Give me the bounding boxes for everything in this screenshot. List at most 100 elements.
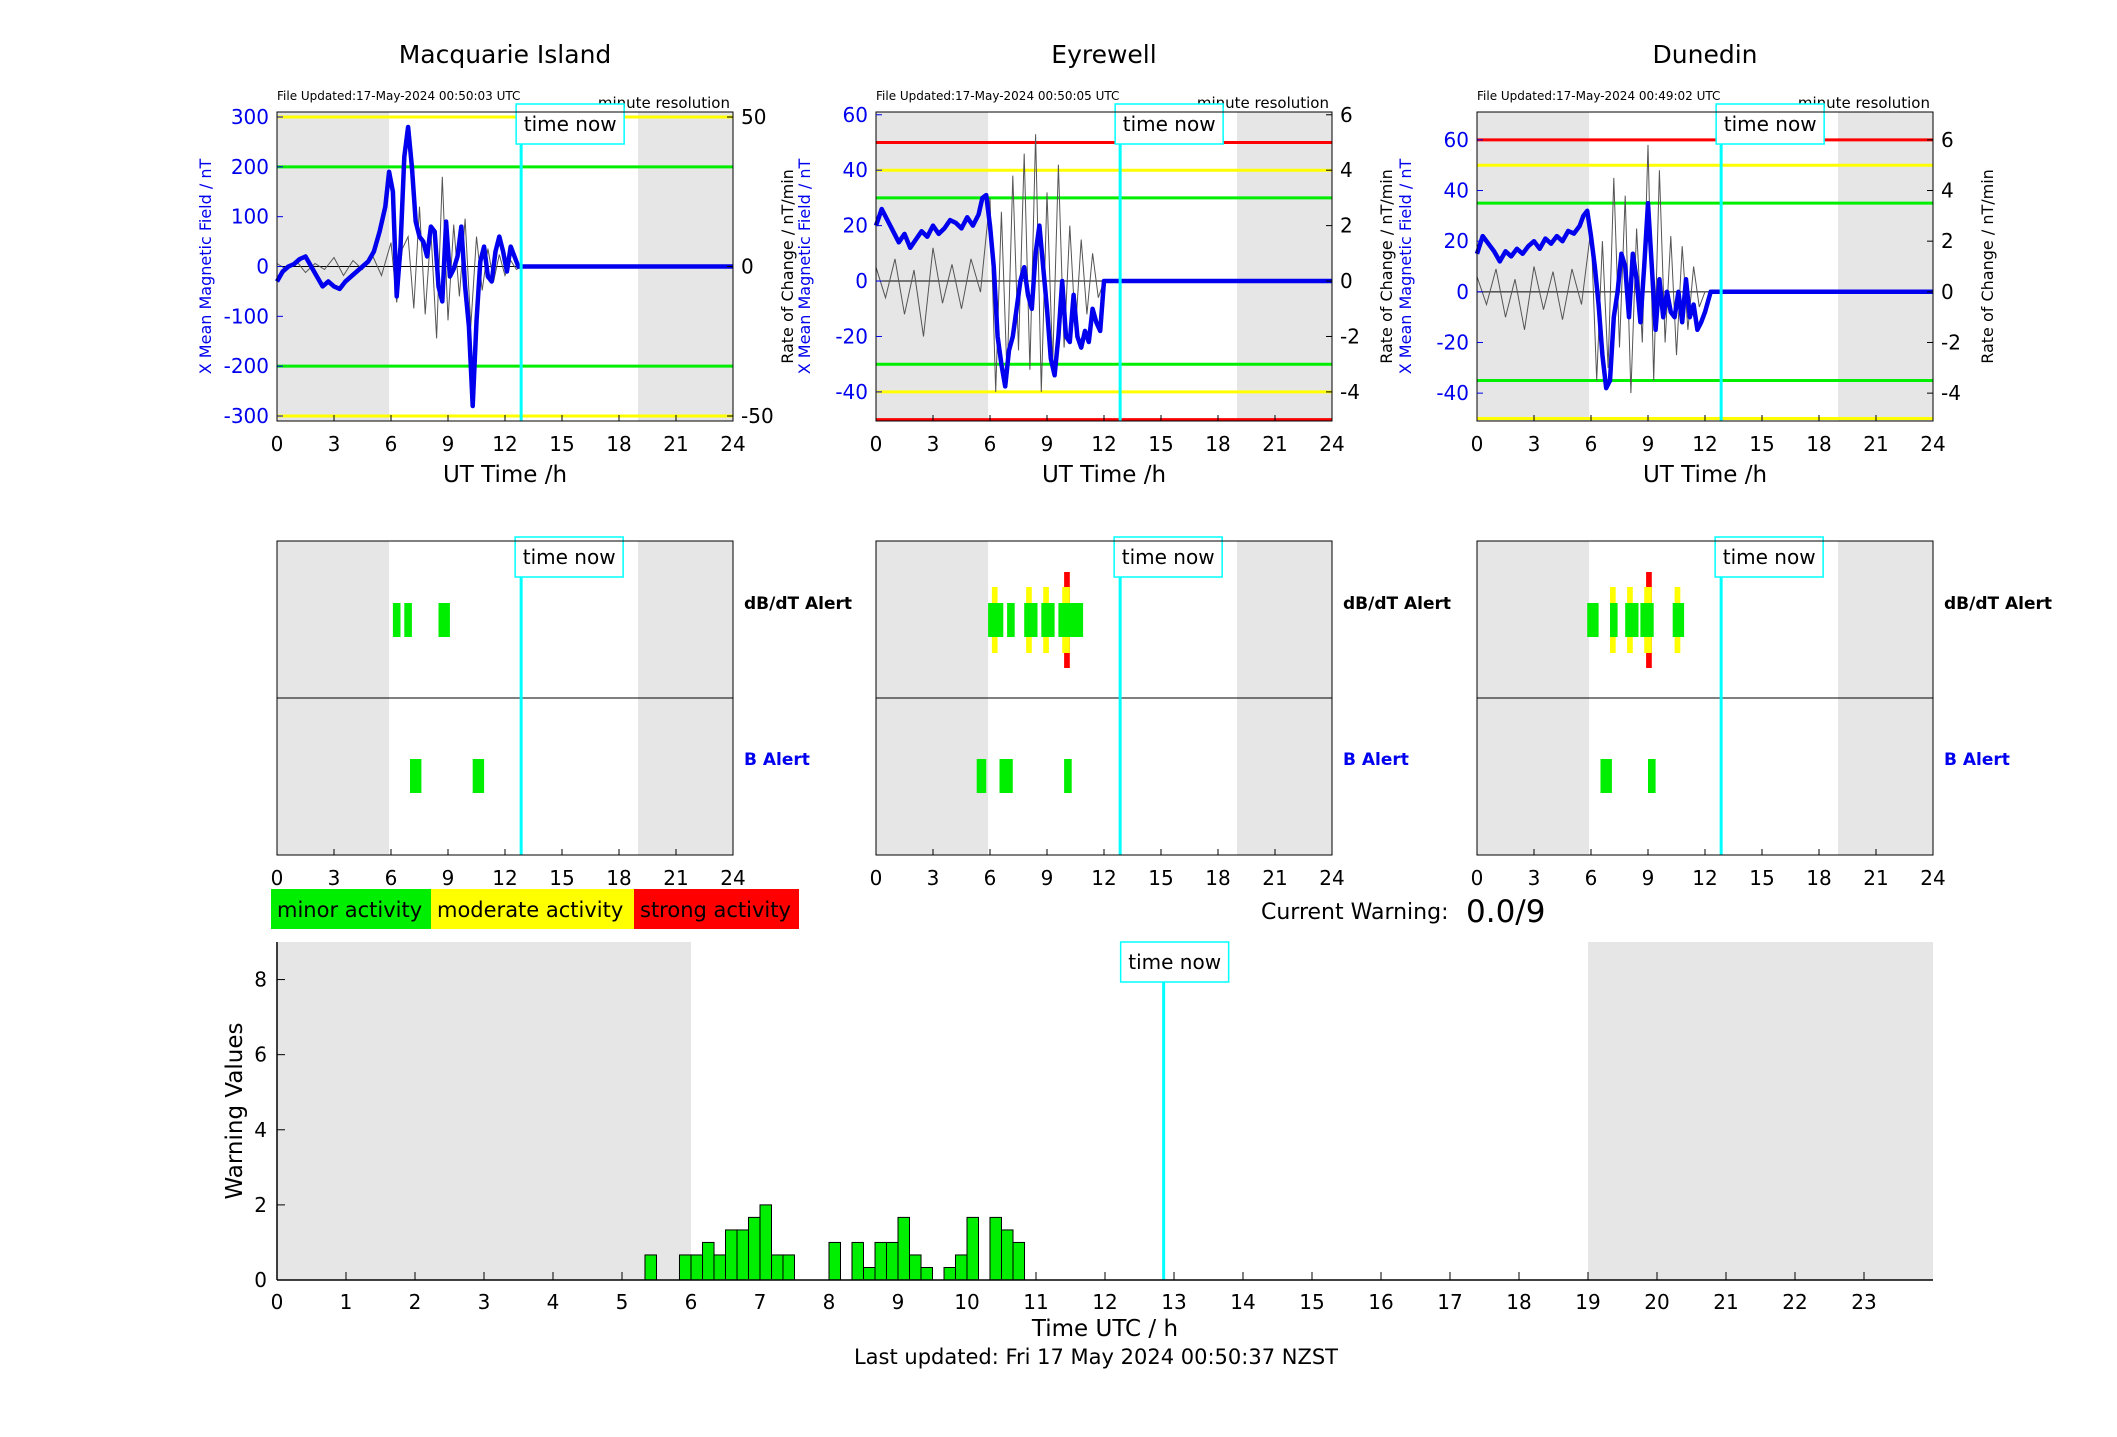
- alert-segment: [1672, 603, 1685, 637]
- alert-segment: [404, 603, 412, 637]
- x-tick-label: 9: [892, 1290, 905, 1314]
- warning-bar: [989, 1216, 1002, 1281]
- x-tick-label: 12: [1692, 866, 1717, 890]
- x-tick-label: 15: [549, 432, 574, 456]
- x-tick-label: 3: [1528, 866, 1541, 890]
- y2-tick-label: 6: [1941, 128, 1954, 152]
- time-now-box: [1715, 103, 1825, 145]
- x-tick-label: 22: [1782, 1290, 1807, 1314]
- time-now-box: [515, 103, 625, 145]
- warning-bar: [828, 1241, 842, 1281]
- x-tick-label: 20: [1644, 1290, 1669, 1314]
- warning-bar: [885, 1241, 899, 1281]
- x-tick-label: 21: [1713, 1290, 1738, 1314]
- x-tick-label: 9: [1642, 866, 1655, 890]
- y-tick-label: 4: [254, 1118, 267, 1142]
- dbdt-alert-label: dB/dT Alert: [1944, 594, 2052, 614]
- y2-tick-label: -4: [1340, 380, 1360, 404]
- x-tick-label: 24: [1920, 432, 1945, 456]
- mean-field-line: [275, 124, 733, 409]
- time-now-label: time now: [523, 545, 616, 569]
- legend-swatch: [271, 889, 431, 929]
- x-tick-label: 15: [1749, 432, 1774, 456]
- legend-label: strong activity: [640, 898, 791, 922]
- time-now-box: [1114, 103, 1224, 145]
- warning-bar: [863, 1266, 876, 1281]
- current-warning-label: Current Warning:: [1261, 900, 1448, 925]
- y2-tick-label: 0: [1941, 280, 1954, 304]
- x-tick-label: 3: [328, 866, 341, 890]
- y2-axis-label: Rate of Change / nT/min: [778, 169, 797, 364]
- x-axis-label: Time UTC / h: [1031, 1316, 1178, 1342]
- x-tick-label: 15: [1148, 866, 1173, 890]
- x-tick-label: 14: [1230, 1290, 1255, 1314]
- dbdt-alert-label: dB/dT Alert: [1343, 594, 1451, 614]
- file-updated-text: File Updated:17-May-2024 00:50:05 UTC: [876, 89, 1119, 103]
- time-now-box: [514, 536, 624, 578]
- x-tick-label: 0: [1471, 866, 1484, 890]
- y-tick-label: -20: [1436, 330, 1469, 354]
- y-axis-label: X Mean Magnetic Field / nT: [196, 159, 215, 375]
- y-tick-label: 0: [254, 1268, 267, 1292]
- legend-label: minor activity: [277, 898, 422, 922]
- y2-tick-label: 2: [1340, 214, 1353, 238]
- x-tick-label: 23: [1851, 1290, 1876, 1314]
- b-alert-label: B Alert: [1343, 750, 1409, 770]
- file-updated-text: File Updated:17-May-2024 00:50:03 UTC: [277, 89, 520, 103]
- x-tick-label: 11: [1023, 1290, 1048, 1314]
- x-tick-label: 0: [271, 866, 284, 890]
- x-tick-label: 0: [271, 1290, 284, 1314]
- x-tick-label: 6: [685, 1290, 698, 1314]
- night-shading: [1588, 942, 1933, 1280]
- night-shading: [1838, 112, 1933, 421]
- x-tick-label: 17: [1437, 1290, 1462, 1314]
- time-now-box: [1714, 536, 1824, 578]
- x-tick-label: 21: [663, 866, 688, 890]
- x-tick-label: 0: [1471, 432, 1484, 456]
- warning-bar: [759, 1204, 773, 1281]
- x-tick-label: 0: [870, 866, 883, 890]
- y-tick-label: 60: [843, 103, 868, 127]
- x-tick-label: 13: [1161, 1290, 1186, 1314]
- warning-bar: [920, 1266, 933, 1281]
- alert-segment: [1648, 759, 1656, 793]
- x-tick-label: 3: [927, 866, 940, 890]
- warning-bar: [909, 1254, 922, 1281]
- x-tick-label: 3: [328, 432, 341, 456]
- x-tick-label: 12: [1692, 432, 1717, 456]
- alert-segment: [1058, 603, 1084, 637]
- x-tick-label: 12: [1092, 1290, 1117, 1314]
- warning-bar: [644, 1254, 657, 1281]
- x-tick-label: 3: [478, 1290, 491, 1314]
- alert-segment: [1587, 603, 1599, 637]
- file-updated-text: File Updated:17-May-2024 00:49:02 UTC: [1477, 89, 1720, 103]
- alert-segment: [1024, 603, 1038, 637]
- x-tick-label: 24: [1319, 432, 1344, 456]
- last-updated: Last updated: Fri 17 May 2024 00:50:37 N…: [854, 1345, 1338, 1369]
- legend-label: moderate activity: [437, 898, 623, 922]
- x-tick-label: 19: [1575, 1290, 1600, 1314]
- x-tick-label: 15: [549, 866, 574, 890]
- y-tick-label: 0: [256, 255, 269, 279]
- time-now-label: time now: [524, 112, 617, 136]
- x-tick-label: 15: [1299, 1290, 1324, 1314]
- y2-tick-label: 4: [1340, 158, 1353, 182]
- alert-segment: [1625, 603, 1639, 637]
- x-tick-label: 21: [663, 432, 688, 456]
- resolution-text: minute resolution: [1197, 94, 1329, 112]
- x-tick-label: 0: [271, 432, 284, 456]
- alert-segment: [392, 603, 401, 637]
- y2-tick-label: 4: [1941, 179, 1954, 203]
- x-tick-label: 16: [1368, 1290, 1393, 1314]
- activity-legend: minor activity moderate activity strong ac…: [271, 889, 799, 929]
- y2-tick-label: -2: [1941, 330, 1961, 354]
- x-tick-label: 12: [492, 432, 517, 456]
- y-tick-label: 200: [231, 155, 269, 179]
- x-tick-label: 6: [1585, 432, 1598, 456]
- y2-tick-label: 2: [1941, 229, 1954, 253]
- resolution-text: minute resolution: [598, 94, 730, 112]
- x-axis-label: UT Time /h: [1643, 462, 1767, 488]
- warning-bar: [678, 1254, 692, 1281]
- x-tick-label: 6: [385, 866, 398, 890]
- alert-segment: [988, 603, 1004, 637]
